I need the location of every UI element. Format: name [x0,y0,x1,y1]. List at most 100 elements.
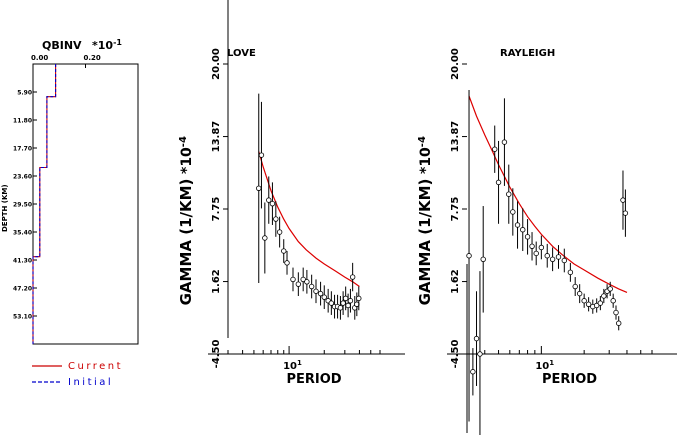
rayleigh-data-point [544,253,550,259]
q-y-tick-label: 53.10 [13,314,32,321]
rayleigh-data-point [610,298,616,304]
rayleigh-data-point [622,210,629,216]
rayleigh-y-multiplier: *10-4 [417,136,434,174]
love-data-point [345,302,351,309]
q-multiplier-exp: -1 [113,38,122,47]
love-y-tick-label: 13.87 [211,121,222,153]
q-x-ticks: 0.00 0.20 [31,54,101,68]
love-title: LOVE [227,48,256,59]
love-data-point [295,281,302,287]
rayleigh-y-multiplier-base: *10 [418,147,434,174]
love-data-point [308,283,315,290]
rayleigh-y-axis-label: GAMMA (1/KM) [416,179,434,306]
rayleigh-data-point [470,369,476,375]
love-data-point [256,185,262,191]
rayleigh-data-point [495,179,502,186]
love-data-point [328,300,335,306]
rayleigh-data-point [480,256,486,263]
love-x-tick-exp: 1 [297,359,302,367]
love-x-tick-label: 101 [283,359,302,372]
love-data-point [321,294,327,300]
love-data-point [317,290,324,297]
depth-axis-label: DEPTH (KM) [1,184,9,232]
love-data-point [347,298,354,304]
rayleigh-data-point [510,209,516,215]
love-data-point [356,295,362,302]
rayleigh-title: RAYLEIGH [500,48,555,59]
rayleigh-data-point [585,301,592,307]
legend-current-label: Current [68,361,123,372]
rayleigh-data-point [466,253,472,259]
q-profile-multiplier: *10-1 [92,38,122,52]
rayleigh-y-tick-label: 7.75 [450,197,461,222]
rayleigh-y-tick-label: 20.00 [450,48,461,80]
q-profile-panel: QBINV *10-1 0.00 0.20 5.90 11.80 17.70 23.60… [1,38,139,345]
rayleigh-y-multiplier-exp: -4 [417,136,428,147]
q-y-tick-label: 23.60 [13,174,32,181]
love-y-axis-label: GAMMA (1/KM) [177,179,195,306]
rayleigh-data-point [607,286,613,292]
rayleigh-data-point [576,290,583,297]
q-y-tick-label: 11.80 [13,118,32,125]
rayleigh-data-point [506,191,512,197]
love-x-tick-base: 10 [283,361,297,372]
q-y-tick-label: 17.70 [13,146,32,153]
rayleigh-x-tick-label: 101 [535,359,554,372]
rayleigh-data-point [593,302,600,309]
rayleigh-data-point [597,300,604,306]
love-y-tick-label: 7.75 [211,197,222,222]
q-y-tick-label: 5.90 [17,90,32,97]
rayleigh-data-point [514,222,521,228]
rayleigh-x-tick-base: 10 [535,361,549,372]
rayleigh-data-point [477,351,483,357]
love-data-point [269,200,276,207]
q-y-tick-label: 35.40 [13,230,32,237]
love-data-point [313,288,319,294]
rayleigh-data-point [533,250,539,257]
q-x-tick-label: 0.00 [31,54,48,62]
love-data-point [273,216,279,222]
love-data-point [304,279,310,285]
love-y-multiplier: *10-4 [178,136,195,174]
q-y-tick-label: 29.50 [13,202,32,209]
rayleigh-data-point [549,256,556,263]
love-data-point [300,276,306,283]
rayleigh-data-point [473,335,480,342]
rayleigh-data-point [616,320,622,326]
rayleigh-data-point [581,298,587,304]
love-data-point [337,305,344,311]
love-data-point [340,300,346,306]
rayleigh-data-point [524,234,531,240]
rayleigh-x-axis-label: PERIOD [542,372,597,387]
love-data-point [276,229,283,235]
rayleigh-data-point [501,139,508,145]
love-y-tick-label: 20.00 [211,48,222,80]
rayleigh-data-point [567,269,574,276]
rayleigh-data-point [601,293,607,299]
rayleigh-data-point [529,243,535,249]
love-y-multiplier-base: *10 [179,147,195,174]
q-profile-frame [32,63,139,345]
love-x-axis-label: PERIOD [286,372,341,387]
legend: Current Initial [32,361,123,388]
love-data-point [258,152,265,158]
rayleigh-data-point [613,309,619,316]
q-y-tick-label: 41.30 [13,258,32,265]
q-profile-title: QBINV [42,39,82,52]
love-data-point [284,260,290,266]
rayleigh-y-tick-label: 13.87 [450,121,461,153]
love-y-tick-label: 1.62 [211,269,222,294]
q-initial-line [32,64,57,344]
rayleigh-y-tick-label: 1.62 [450,269,461,294]
q-profile-lines [32,64,57,344]
q-y-tick-label: 47.20 [13,286,32,293]
love-data-point [349,274,356,280]
q-y-ticks: 5.90 11.80 17.70 23.60 29.50 35.40 41.30 47.20 5… [13,90,37,321]
rayleigh-theory-curve [468,95,628,293]
rayleigh-data-point [520,227,526,233]
q-multiplier-base: *10 [92,39,113,52]
q-x-tick-label: 0.20 [84,54,101,62]
